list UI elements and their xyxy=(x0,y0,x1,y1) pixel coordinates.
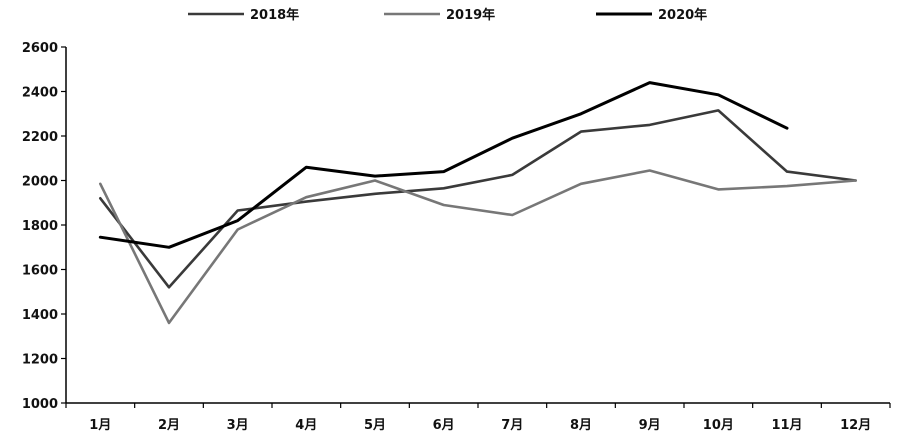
y-tick-label: 2200 xyxy=(22,130,58,145)
legend-label-2: 2019年 xyxy=(446,7,495,23)
x-axis: 1月 2月 3月 4月 5月 6月 7月 8月 9月 10月 11月 12月 xyxy=(65,402,891,433)
y-axis: 1000 1200 1400 1600 1800 2000 2200 2400 2600 xyxy=(22,41,67,412)
x-tick-label: 4月 xyxy=(295,418,317,433)
x-tick-label: 12月 xyxy=(840,418,871,433)
x-tick-label: 9月 xyxy=(639,418,661,433)
legend-label-3: 2020年 xyxy=(658,7,707,23)
y-tick-label: 1800 xyxy=(22,219,58,234)
series-line-3 xyxy=(98,81,789,249)
y-tick-label: 1600 xyxy=(22,264,58,279)
x-tick-label: 3月 xyxy=(227,418,249,433)
x-tick-label: 10月 xyxy=(703,418,734,433)
series-line-1 xyxy=(99,109,857,289)
legend-label-1: 2018年 xyxy=(250,7,299,23)
y-tick-label: 1000 xyxy=(22,397,58,412)
x-tick-label: 5月 xyxy=(364,418,386,433)
x-tick-label: 11月 xyxy=(771,418,802,433)
y-tick-label: 1400 xyxy=(22,308,58,323)
y-tick-label: 2600 xyxy=(22,41,58,56)
plot-area xyxy=(98,81,857,325)
y-tick-label: 2000 xyxy=(22,175,58,190)
x-tick-label: 2月 xyxy=(158,418,180,433)
series-line-2 xyxy=(99,169,857,325)
legend: 2018年 2019年 2020年 xyxy=(188,7,707,23)
x-tick-label: 1月 xyxy=(89,418,111,433)
y-tick-label: 2400 xyxy=(22,86,58,101)
x-tick-label: 6月 xyxy=(433,418,455,433)
x-tick-label: 8月 xyxy=(570,418,592,433)
y-tick-label: 1200 xyxy=(22,353,58,368)
x-tick-label: 7月 xyxy=(501,418,523,433)
